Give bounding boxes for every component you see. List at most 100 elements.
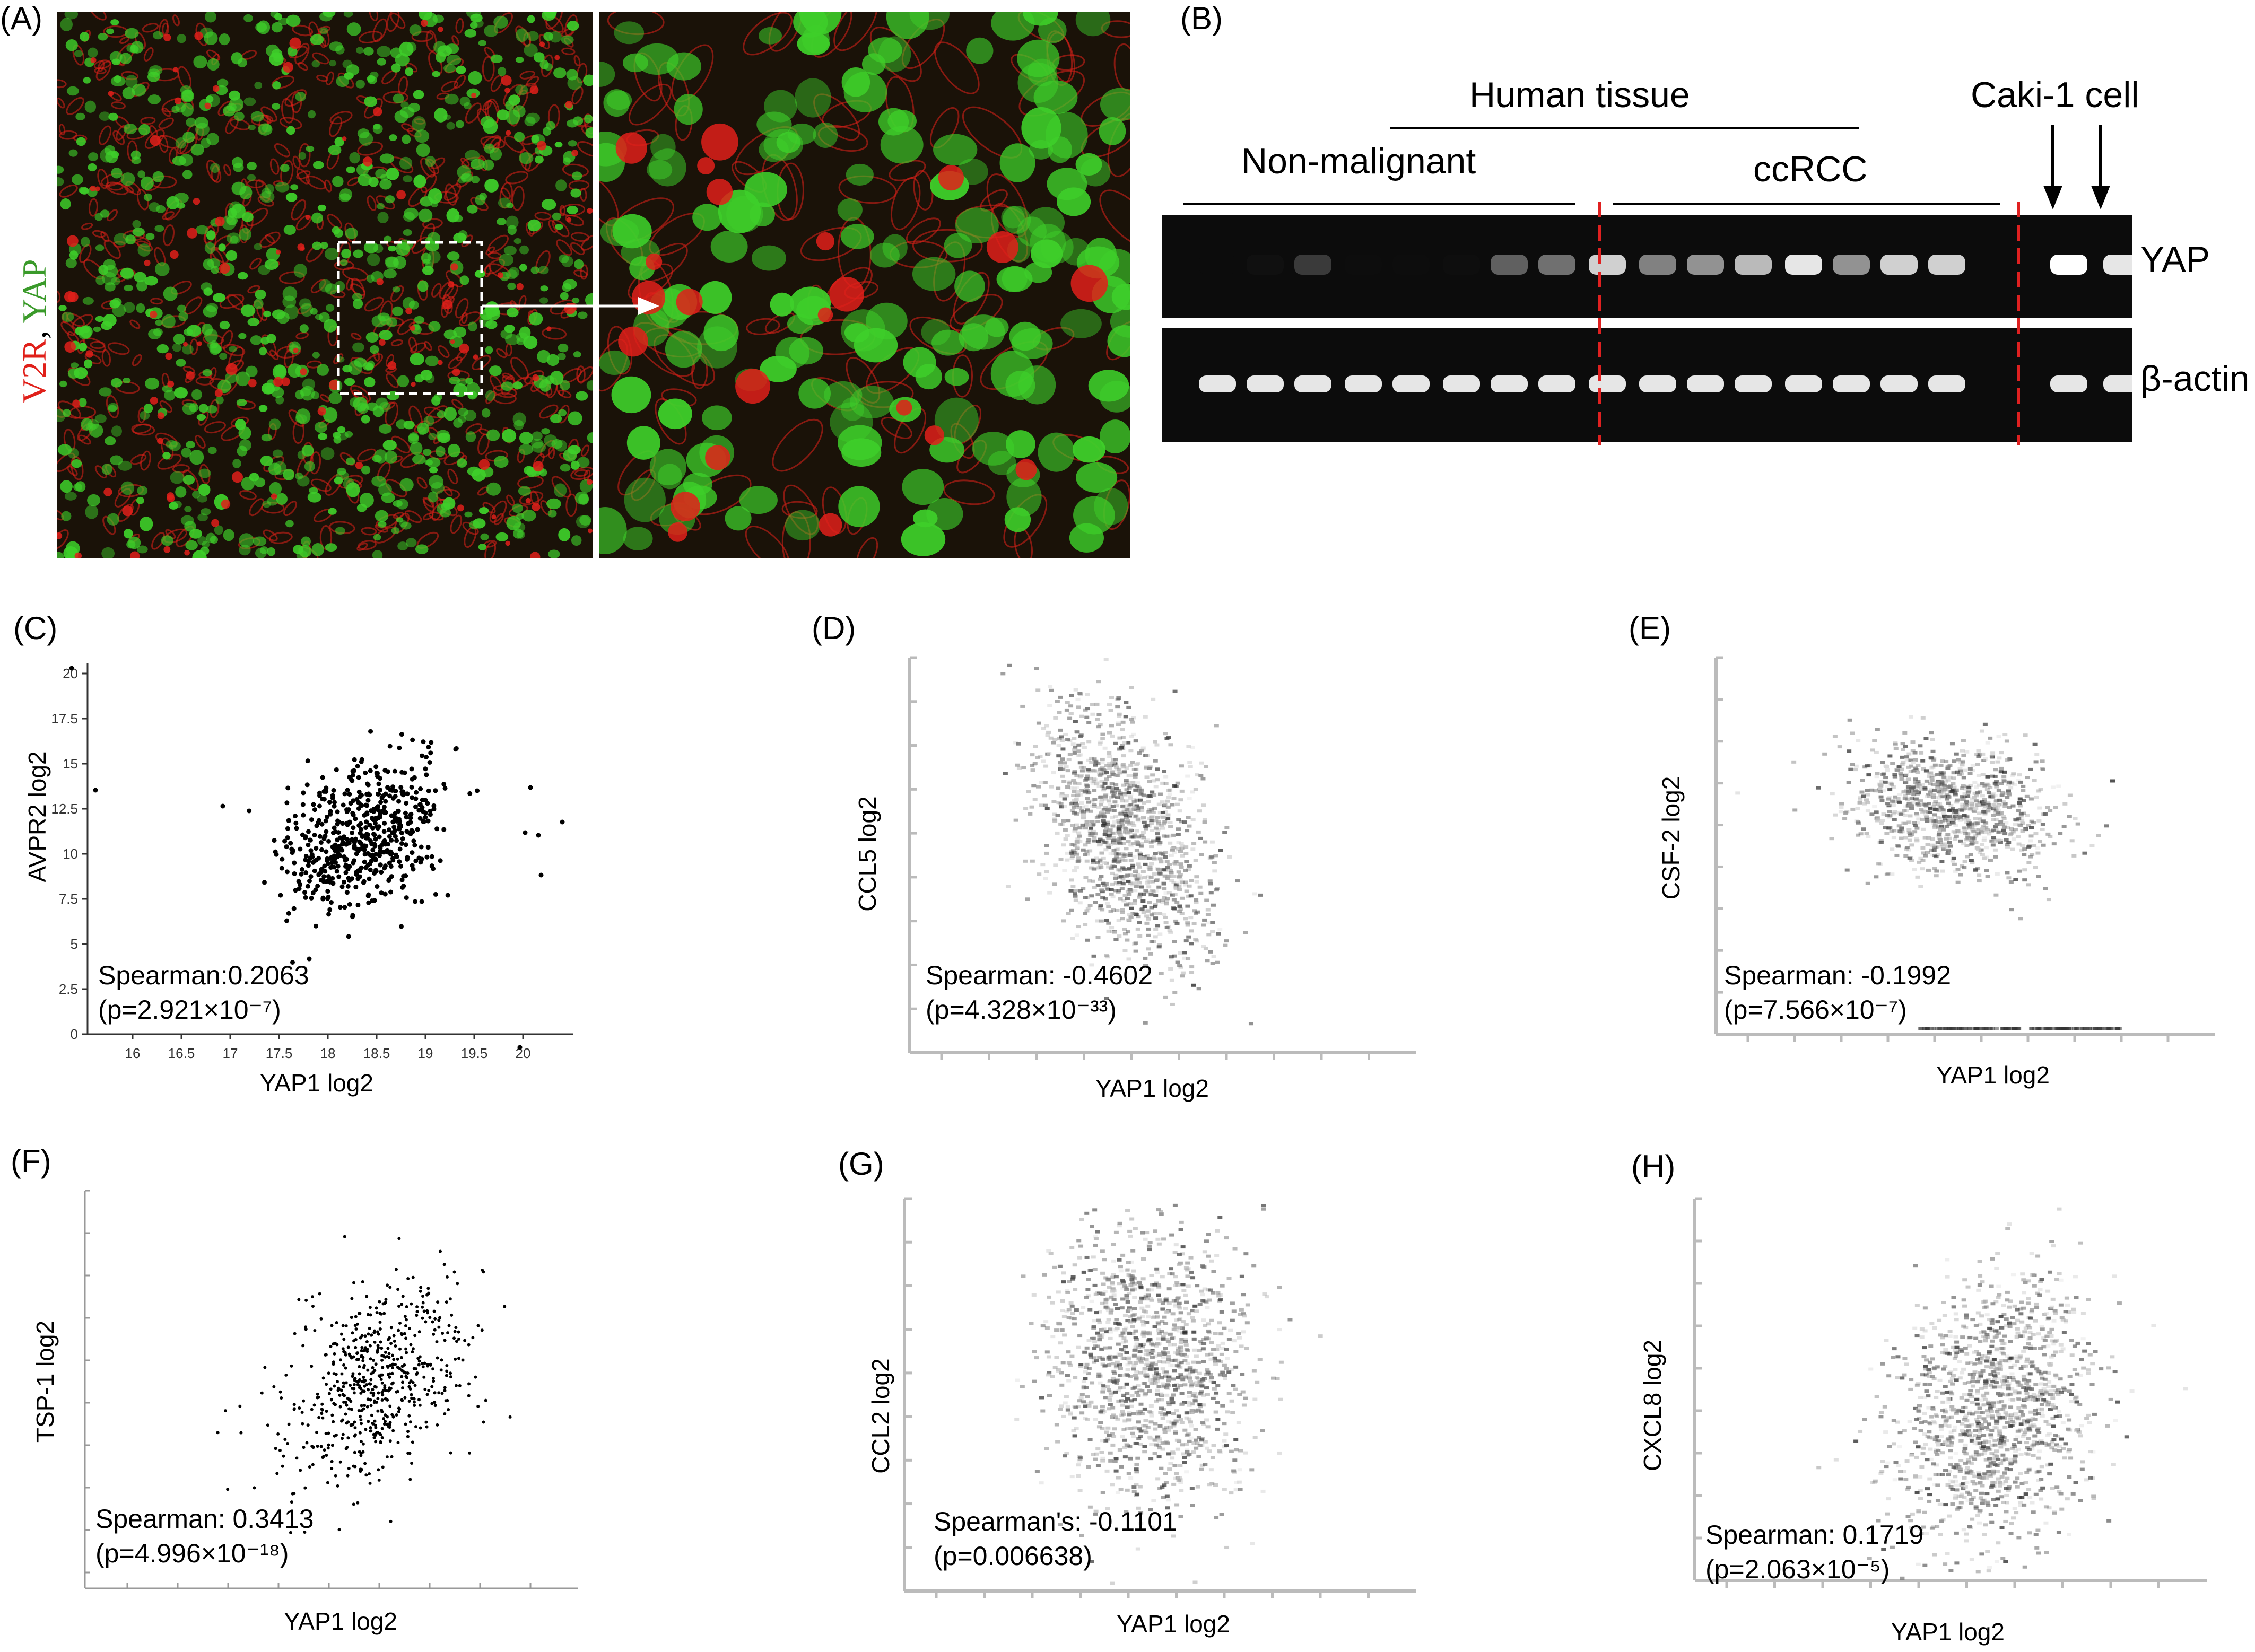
data-point [1149,862,1154,866]
data-point [320,896,326,902]
red-cell [405,307,413,314]
membrane-stain [195,434,206,449]
nucleus-stain [346,166,355,173]
data-point [1120,882,1126,886]
data-point [1177,888,1182,891]
membrane-stain [239,490,257,500]
data-point [1963,768,1968,772]
nucleus-stain [570,188,581,198]
nucleus-stain [414,316,425,324]
data-point [2020,821,2025,825]
membrane-stain [519,82,537,95]
data-point [1120,736,1126,739]
membrane-stain [263,529,278,541]
data-point [1130,863,1136,867]
data-point [355,876,361,881]
data-point [1964,750,1970,754]
nucleus-stain [282,286,298,301]
data-point [382,767,388,773]
nucleus-stain [335,45,345,55]
data-point [1860,779,1865,782]
nucleus-stain [162,314,176,329]
membrane-stain [107,342,130,355]
data-point [413,796,419,801]
nucleus-stain [325,304,335,312]
nucleus-stain [114,233,129,246]
data-point [1151,779,1156,783]
data-point [1121,770,1127,774]
data-point [1135,878,1140,882]
nucleus-stain [65,258,77,268]
zoom-indicator [337,241,659,395]
data-point [1105,955,1110,959]
data-point [317,834,323,839]
data-point [368,729,373,734]
nucleus-stain [98,265,109,275]
nucleus-stain [177,34,186,43]
nucleus-stain [206,133,219,146]
data-point [382,820,387,826]
data-point [1092,886,1097,889]
membrane-stain [93,59,111,69]
nucleus-stain [405,67,414,76]
nucleus-stain [427,250,441,264]
data-point [1163,855,1168,859]
red-cell [150,396,158,405]
nucleus-stain [469,520,480,530]
nucleus-stain [468,321,477,332]
data-point [1163,921,1169,924]
nucleus-stain [75,112,85,120]
data-point [1183,869,1188,872]
data-point [1069,843,1075,846]
data-point [1904,809,1909,812]
nucleus-stain [243,14,253,22]
data-point [1142,876,1147,879]
nucleus-stain [106,28,115,34]
nucleus-stain [508,267,519,278]
data-point [2018,812,2024,816]
nucleus-stain [120,481,135,495]
data-point [2032,742,2038,746]
data-point [1061,819,1066,823]
data-point [1147,780,1152,783]
nucleus-stain [173,387,188,399]
nucleus-stain [226,215,238,225]
data-point [1149,913,1154,917]
nucleus-stain [506,109,520,125]
data-point [1121,866,1126,870]
data-point [368,838,373,843]
data-point [93,788,98,793]
nucleus-stain [486,429,500,441]
data-point [1864,798,1869,802]
data-point [2051,842,2057,846]
nucleus-stain [107,513,120,526]
data-point [1075,837,1081,841]
nucleus-stain [247,162,257,171]
data-point [1201,803,1206,807]
nucleus-stain [567,205,578,215]
nucleus-stain [197,495,208,503]
data-point [1906,765,1911,769]
data-point [1963,826,1969,830]
data-point [2013,822,2018,826]
data-point [1058,763,1064,767]
data-point [1935,1027,1940,1030]
nucleus-stain [111,425,122,437]
data-point [1912,830,1918,834]
nucleus-stain [403,212,415,222]
data-point [399,841,404,846]
nucleus-stain [394,110,408,123]
nucleus-stain [392,286,400,293]
data-point [1095,936,1101,939]
data-point [1963,832,1968,835]
data-point [1153,759,1158,763]
data-point [1210,930,1215,933]
membrane-stain [482,56,495,82]
data-point [354,851,359,856]
membrane-stain [369,12,379,22]
data-point [1996,735,2001,738]
membrane-stain [246,207,268,226]
membrane-stain [292,24,314,37]
data-point [307,837,312,843]
nucleus-stain [182,344,194,355]
